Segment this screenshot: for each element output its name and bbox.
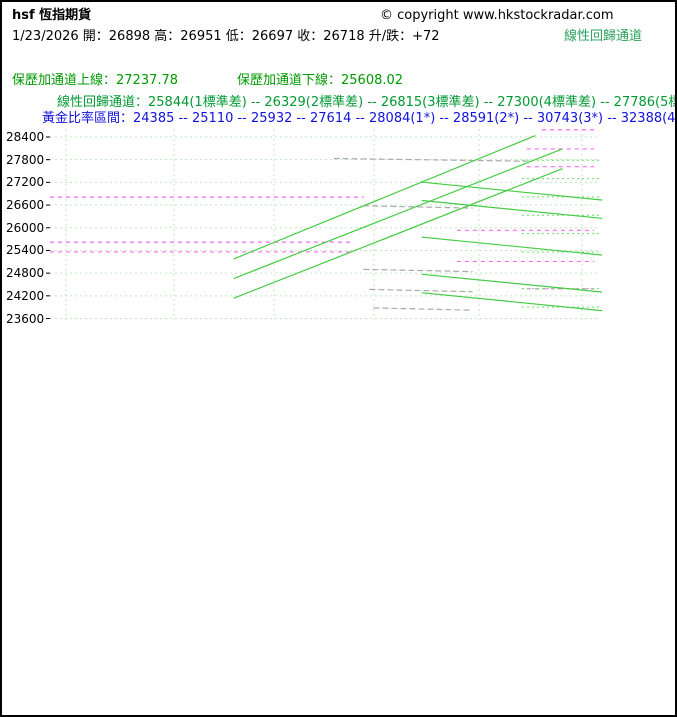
golden-ratio-values: 黃金比率區間：24385 -- 25110 -- 25932 -- 27614 … [42, 111, 676, 126]
main-y-tick-label: 26600 [6, 198, 45, 213]
regression-channel-falling [421, 181, 603, 201]
gray-dashed-channel [373, 307, 473, 311]
gray-dashed-channel [333, 157, 528, 162]
main-y-tick-label: 24800 [6, 266, 45, 281]
regression-channel-rising [233, 168, 563, 299]
gray-dashed-channel [363, 268, 473, 273]
regression-channel-rising [233, 135, 536, 260]
regression-channel-falling [421, 292, 603, 312]
main-y-tick-label: 27200 [6, 175, 45, 190]
gray-dashed-channel [363, 205, 473, 209]
main-y-tick-label: 24200 [6, 288, 45, 303]
main-y-tick-label: 25400 [6, 243, 45, 258]
page-title: hsf 恆指期貨 [12, 8, 92, 23]
regression-channel-falling [421, 199, 603, 219]
regression-channel-rising [233, 148, 563, 279]
gray-dashed-channel [369, 288, 473, 293]
main-y-tick-label: 23600 [6, 311, 45, 326]
bollinger-lower-value: 保歷加通道下線：25608.02 [237, 73, 404, 88]
regression-channel-falling [421, 273, 603, 293]
main-y-tick-label: 26000 [6, 220, 45, 235]
regression-channel-values: 線性回歸通道：25844(1標準差) -- 26329(2標準差) -- 268… [57, 95, 677, 110]
main-y-tick-label: 28400 [6, 129, 45, 144]
copyright-text[interactable]: © copyright www.hkstockradar.com [380, 8, 614, 23]
regression-channel-label: 線性回歸通道 [564, 29, 643, 44]
quote-line: 1/23/2026 開：26898 高：26951 低：26697 收：2671… [12, 29, 440, 44]
bollinger-upper-value: 保歷加通道上線：27237.78 [12, 73, 179, 88]
main-y-tick-label: 27800 [6, 152, 45, 167]
regression-channel-falling [421, 236, 603, 256]
